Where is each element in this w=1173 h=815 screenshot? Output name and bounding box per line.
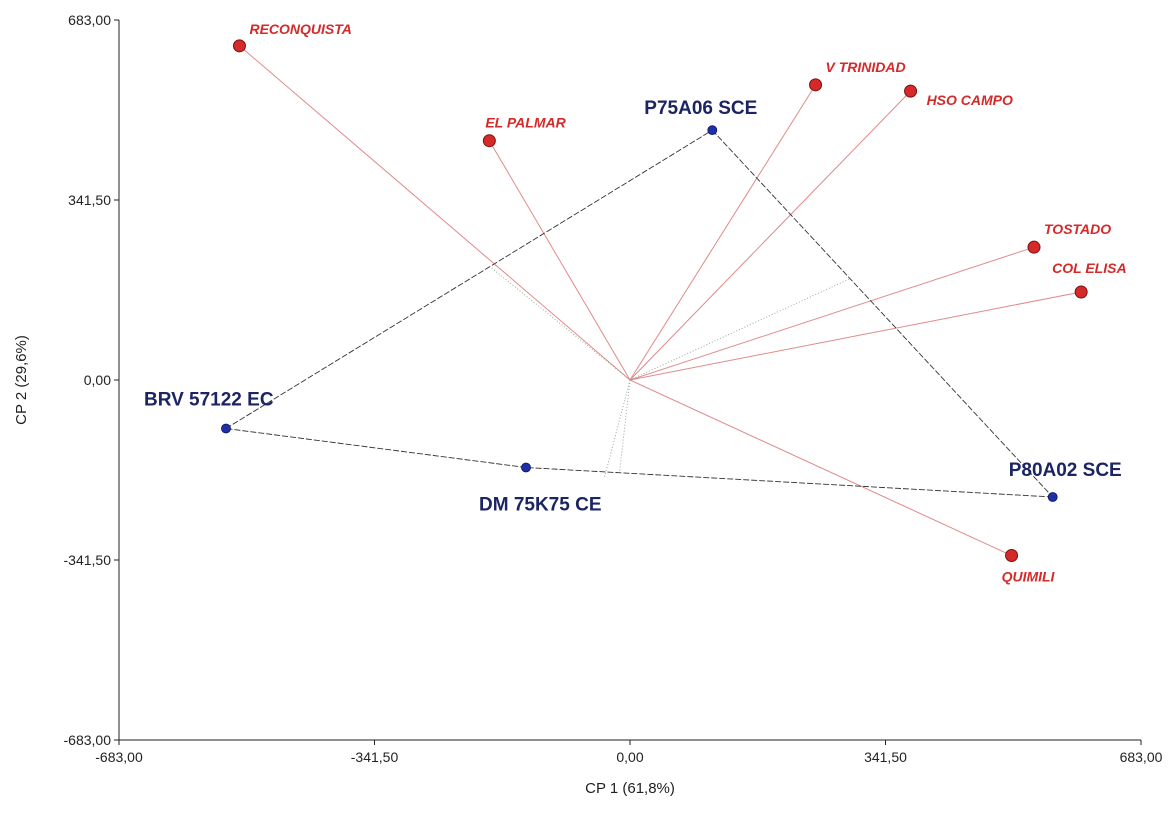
x-tick-label: 0,00	[616, 749, 643, 765]
env-vector-quimili	[629, 379, 1012, 556]
env-vector-reconquista	[239, 45, 631, 381]
env-vector-col-elisa	[629, 291, 1082, 381]
y-axis-ticks: -683,00 -341,50 0,00 341,50 683,00	[64, 12, 119, 748]
x-tick-label: -683,00	[95, 749, 143, 765]
env-point-tostado	[1027, 240, 1041, 254]
env-label-col-elisa: COL ELISA	[1052, 260, 1126, 276]
genotype-label-dm-75k75-ce: DM 75K75 CE	[479, 494, 602, 515]
polygon-edge	[711, 129, 1054, 498]
polygon-edge	[225, 428, 527, 468]
y-tick-label: 0,00	[84, 372, 111, 388]
y-tick-label: 683,00	[68, 12, 111, 28]
env-point-quimili	[1005, 549, 1019, 563]
x-tick-label: -341,50	[351, 749, 399, 765]
env-point-el-palmar	[482, 134, 496, 148]
genotype-label-p75a06-sce: P75A06 SCE	[644, 98, 757, 119]
env-label-tostado: TOSTADO	[1044, 221, 1111, 237]
env-vector-tostado	[629, 246, 1035, 381]
polygon-perpendicular	[629, 278, 851, 381]
polygon-perpendicular	[489, 266, 631, 381]
y-tick-label: 341,50	[68, 192, 111, 208]
polygon-perpendiculars	[489, 266, 851, 478]
env-label-quimili: QUIMILI	[1002, 569, 1056, 585]
polygon-edge	[225, 129, 713, 429]
env-point-reconquista	[232, 39, 246, 53]
polygon-edge	[525, 467, 1053, 498]
genotype-label-p80a02-sce: P80A02 SCE	[1009, 460, 1122, 481]
env-vector-el-palmar	[488, 140, 631, 381]
genotype-polygon	[225, 129, 1054, 498]
data-points	[221, 39, 1088, 563]
y-tick-label: -683,00	[64, 732, 112, 748]
env-label-reconquista: RECONQUISTA	[249, 21, 351, 37]
genotype-label-brv-57122-ec: BRV 57122 EC	[144, 389, 274, 410]
env-point-col-elisa	[1074, 285, 1088, 299]
polygon-perpendicular	[603, 379, 631, 478]
env-label-hso-campo: HSO CAMPO	[927, 92, 1013, 108]
x-tick-label: 683,00	[1120, 749, 1163, 765]
polygon-perpendicular	[619, 379, 631, 473]
genotype-point-brv-57122-ec	[221, 423, 231, 434]
env-label-v-trinidad: V TRINIDAD	[826, 59, 906, 75]
x-axis-ticks: -683,00 -341,50 0,00 341,50 683,00	[95, 740, 1163, 765]
point-labels: RECONQUISTA V TRINIDAD HSO CAMPO EL PALMAR T…	[144, 21, 1127, 585]
y-axis-title: CP 2 (29,6%)	[13, 335, 30, 425]
environment-vectors	[239, 45, 1082, 556]
x-axis-title: CP 1 (61,8%)	[585, 780, 675, 797]
genotype-point-dm-75k75-ce	[521, 462, 531, 473]
y-tick-label: -341,50	[64, 552, 112, 568]
env-point-hso-campo	[904, 84, 918, 98]
x-tick-label: 341,50	[864, 749, 907, 765]
genotype-point-p75a06-sce	[707, 125, 718, 136]
genotype-point-p80a02-sce	[1047, 492, 1058, 502]
env-point-v-trinidad	[809, 78, 823, 92]
env-label-el-palmar: EL PALMAR	[485, 115, 566, 131]
env-vector-hso-campo	[629, 90, 911, 381]
env-vector-v-trinidad	[629, 84, 816, 381]
